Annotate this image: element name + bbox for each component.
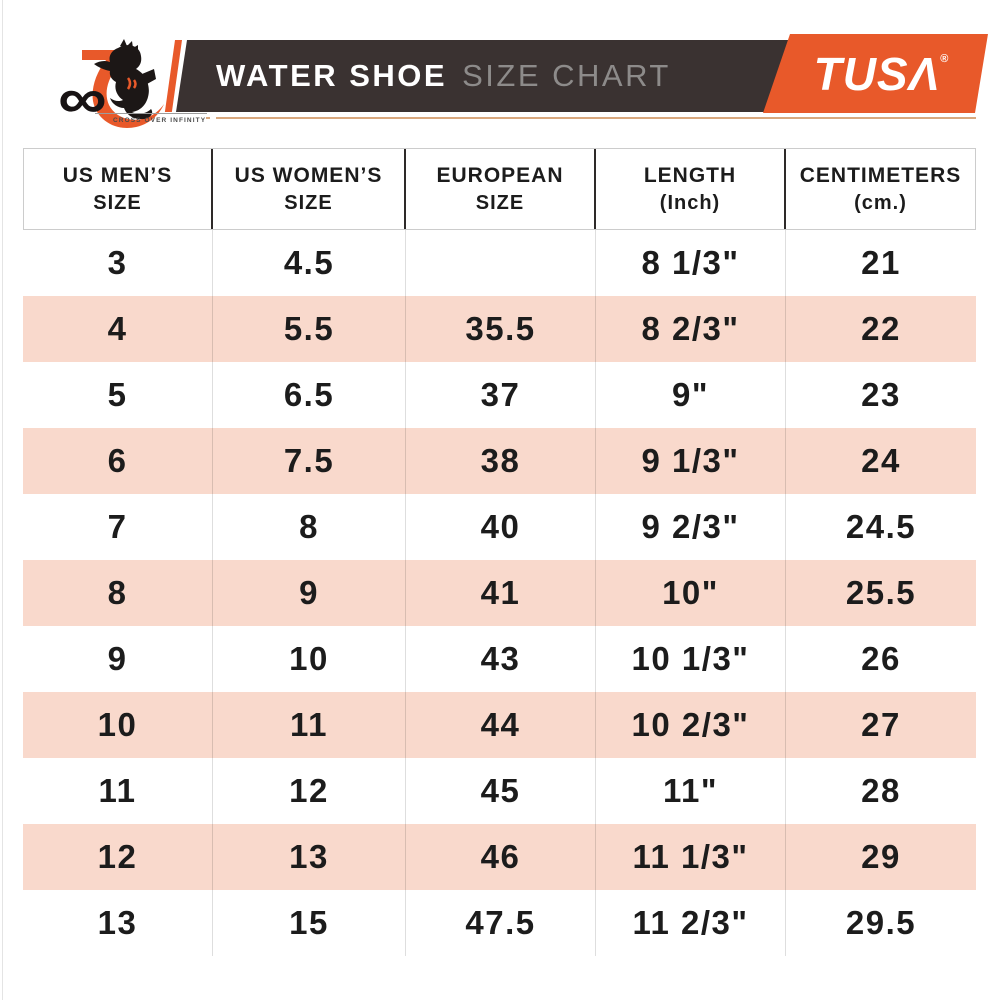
table-row: 13 15 47.5 11 2/3" 29.5 xyxy=(23,890,976,956)
table-row: 4 5.5 35.5 8 2/3" 22 xyxy=(23,296,976,362)
header-us-womens-size: US WOMEN’S SIZE xyxy=(213,149,406,229)
table-cell: 10 2/3" xyxy=(596,692,786,758)
table-cell: 28 xyxy=(861,772,901,809)
page-subtitle: SIZE CHART xyxy=(462,58,671,93)
table-cell: 9 2/3" xyxy=(596,494,786,560)
table-cell: 7.5 xyxy=(213,428,406,494)
table-cell xyxy=(406,230,596,296)
logo-underline xyxy=(95,113,207,114)
table-cell: 7 xyxy=(23,494,213,560)
table-cell: 29.5 xyxy=(845,904,917,941)
banner-rule-dash xyxy=(206,117,210,119)
table-cell: 35.5 xyxy=(406,296,596,362)
table-cell: 6 xyxy=(23,428,213,494)
table-cell: 4.5 xyxy=(213,230,406,296)
table-row: 8 9 41 10" 25.5 xyxy=(23,560,976,626)
table-cell: 29 xyxy=(861,838,901,875)
table-cell: 4 xyxy=(23,296,213,362)
table-row: 7 8 40 9 2/3" 24.5 xyxy=(23,494,976,560)
table-cell: 21 xyxy=(861,244,901,281)
table-cell: 41 xyxy=(406,560,596,626)
registered-mark: ® xyxy=(940,52,950,65)
table-cell: 10 1/3" xyxy=(596,626,786,692)
page-title: WATER SHOE xyxy=(216,58,448,93)
table-body: 3 4.5 8 1/3" 21 4 5.5 35.5 8 2/3" 22 5 6.5 37 9" 23 6 7… xyxy=(23,230,976,956)
table-cell: 3 xyxy=(23,230,213,296)
table-cell: 10 xyxy=(23,692,213,758)
table-cell: 24.5 xyxy=(845,508,917,545)
infinity-symbol: ∞ xyxy=(58,66,107,131)
table-cell: 10 xyxy=(213,626,406,692)
title-banner: WATER SHOE SIZE CHART xyxy=(176,40,832,112)
header-length-inch: LENGTH (Inch) xyxy=(596,149,786,229)
table-row: 11 12 45 11" 28 xyxy=(23,758,976,824)
banner-rule-line xyxy=(216,117,976,119)
table-cell: 38 xyxy=(406,428,596,494)
table-row: 3 4.5 8 1/3" 21 xyxy=(23,230,976,296)
table-row: 6 7.5 38 9 1/3" 24 xyxy=(23,428,976,494)
table-cell: 26 xyxy=(861,640,901,677)
table-cell: 13 xyxy=(213,824,406,890)
size-chart-table: US MEN’S SIZE US WOMEN’S SIZE EUROPEAN S… xyxy=(23,148,976,956)
table-cell: 11 xyxy=(213,692,406,758)
table-cell: 45 xyxy=(406,758,596,824)
tusa-wordmark: TUSΛ® xyxy=(813,47,950,100)
table-cell: 44 xyxy=(406,692,596,758)
table-cell: 46 xyxy=(406,824,596,890)
table-cell: 15 xyxy=(213,890,406,956)
table-cell: 11 2/3" xyxy=(596,890,786,956)
table-cell: 11" xyxy=(596,758,786,824)
table-cell: 22 xyxy=(861,310,901,347)
header-centimeters: CENTIMETERS (cm.) xyxy=(786,149,976,229)
table-cell: 12 xyxy=(23,824,213,890)
table-cell: 8 2/3" xyxy=(596,296,786,362)
table-cell: 37 xyxy=(406,362,596,428)
anniversary-70-logo: ∞ CROSS OVER INFINITY xyxy=(58,20,223,148)
table-cell: 27 xyxy=(861,706,901,743)
table-cell: 9" xyxy=(596,362,786,428)
tusa-logo: TUSΛ® xyxy=(763,34,988,113)
table-cell: 11 1/3" xyxy=(596,824,786,890)
logo-tagline: CROSS OVER INFINITY xyxy=(113,117,207,124)
table-cell: 9 xyxy=(23,626,213,692)
header-us-mens-size: US MEN’S SIZE xyxy=(23,149,213,229)
table-cell: 9 1/3" xyxy=(596,428,786,494)
table-row: 5 6.5 37 9" 23 xyxy=(23,362,976,428)
table-cell: 8 xyxy=(23,560,213,626)
page-edge-line xyxy=(2,0,3,1000)
table-cell: 23 xyxy=(861,376,901,413)
table-cell: 8 1/3" xyxy=(596,230,786,296)
table-cell: 5.5 xyxy=(213,296,406,362)
table-cell: 10" xyxy=(596,560,786,626)
seahorse-icon xyxy=(94,39,156,120)
table-row: 12 13 46 11 1/3" 29 xyxy=(23,824,976,890)
table-cell: 12 xyxy=(213,758,406,824)
table-cell: 13 xyxy=(23,890,213,956)
table-header-row: US MEN’S SIZE US WOMEN’S SIZE EUROPEAN S… xyxy=(23,148,976,230)
table-cell: 40 xyxy=(406,494,596,560)
table-cell: 8 xyxy=(213,494,406,560)
table-cell: 25.5 xyxy=(845,574,917,611)
table-cell: 11 xyxy=(23,758,213,824)
table-cell: 43 xyxy=(406,626,596,692)
table-cell: 47.5 xyxy=(406,890,596,956)
table-cell: 24 xyxy=(861,442,901,479)
seven-swoosh-icon xyxy=(82,50,164,128)
header-european-size: EUROPEAN SIZE xyxy=(406,149,596,229)
table-row: 9 10 43 10 1/3" 26 xyxy=(23,626,976,692)
table-row: 10 11 44 10 2/3" 27 xyxy=(23,692,976,758)
table-cell: 5 xyxy=(23,362,213,428)
table-cell: 6.5 xyxy=(213,362,406,428)
table-cell: 9 xyxy=(213,560,406,626)
